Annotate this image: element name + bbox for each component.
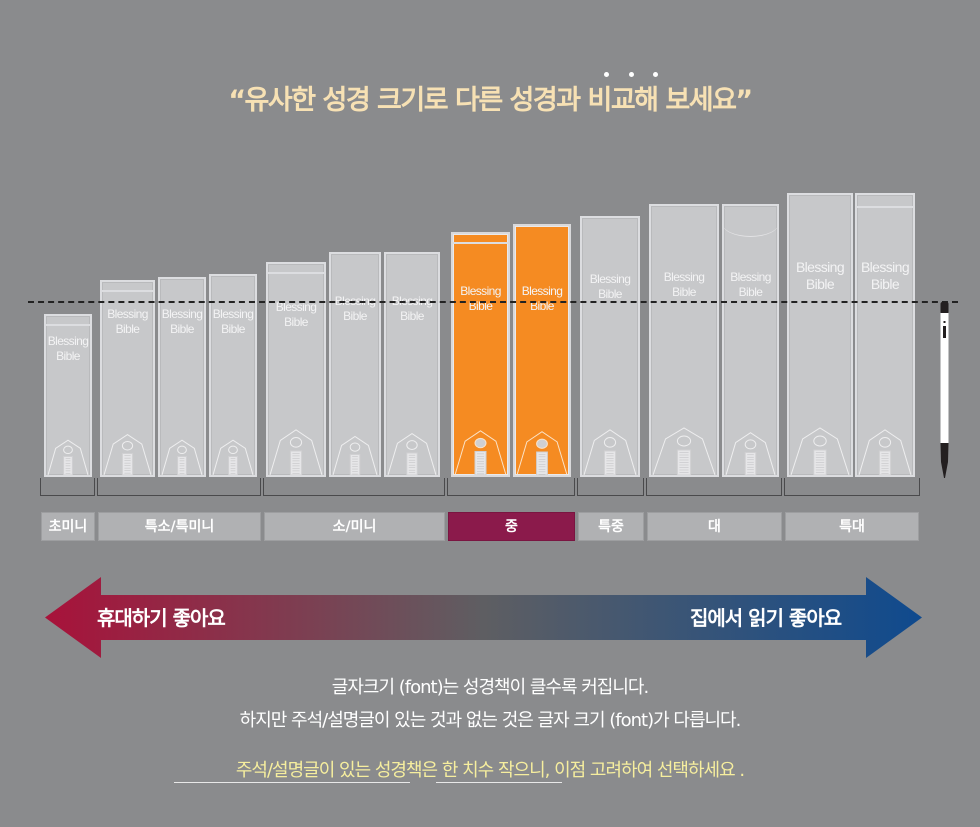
book-emblem-icon bbox=[790, 427, 850, 475]
group-bracket-dae bbox=[646, 478, 782, 496]
book-label: Blessing Bible bbox=[460, 284, 501, 313]
group-bracket-so bbox=[263, 478, 445, 496]
book-label: Blessing Bible bbox=[521, 284, 563, 313]
book-12: Blessing Bible bbox=[787, 193, 853, 477]
book-0: Blessing Bible bbox=[44, 314, 92, 477]
book-band bbox=[857, 195, 913, 208]
group-bracket-chomini bbox=[40, 478, 95, 496]
book-emblem-icon bbox=[212, 439, 254, 475]
description-line-2: 하지만 주석/설명글이 있는 것과 없는 것은 글자 크기 (font)가 다릅… bbox=[239, 710, 742, 731]
book-8-highlighted: Blessing Bible bbox=[513, 224, 571, 477]
book-5: Blessing Bible bbox=[329, 252, 381, 477]
book-2: Blessing Bible bbox=[158, 277, 206, 477]
book-label: Blessing Bible bbox=[275, 300, 317, 329]
book-label: Blessing Bible bbox=[663, 270, 705, 299]
note-text: 주석/설명글이 있는 성경책은 한 치수 작으니, 이점 고려하여 선택하세요 … bbox=[235, 760, 745, 781]
note-underline-1 bbox=[174, 782, 410, 783]
category-jung-selected[interactable]: 중 bbox=[448, 512, 575, 541]
book-band bbox=[46, 316, 90, 326]
book-label: Blessing Bible bbox=[391, 294, 433, 323]
reference-height-line bbox=[28, 301, 958, 303]
note-underline-2 bbox=[436, 782, 562, 783]
book-1: Blessing Bible bbox=[100, 280, 155, 477]
category-teukso-teukmini[interactable]: 특소/특미니 bbox=[98, 512, 261, 541]
book-emblem-icon bbox=[583, 429, 637, 475]
book-10: Blessing Bible bbox=[649, 204, 719, 477]
group-bracket-teukjung bbox=[577, 478, 644, 496]
book-band bbox=[268, 264, 324, 274]
book-label: Blessing Bible bbox=[212, 307, 254, 336]
book-4: Blessing Bible bbox=[266, 262, 326, 477]
book-label: Blessing Bible bbox=[589, 272, 631, 301]
book-label: Blessing Bible bbox=[860, 259, 910, 292]
book-emblem-icon bbox=[454, 430, 507, 475]
book-9: Blessing Bible bbox=[580, 216, 640, 477]
emphasis-dots bbox=[0, 72, 980, 82]
group-bracket-teukdae bbox=[784, 478, 920, 496]
book-curve bbox=[722, 206, 779, 237]
pen-icon bbox=[940, 302, 949, 478]
book-label: Blessing Bible bbox=[730, 270, 771, 299]
book-emblem-icon bbox=[332, 435, 378, 475]
category-dae[interactable]: 대 bbox=[647, 512, 782, 541]
book-band bbox=[102, 282, 153, 292]
group-bracket-teukso bbox=[97, 478, 261, 496]
book-label: Blessing Bible bbox=[161, 307, 203, 336]
home-reading-label: 집에서 읽기 좋아요 bbox=[690, 606, 842, 630]
book-emblem-icon bbox=[387, 433, 437, 475]
book-emblem-icon bbox=[269, 429, 323, 475]
book-label: Blessing Bible bbox=[334, 294, 376, 323]
category-teukdae[interactable]: 특대 bbox=[785, 512, 919, 541]
portability-scale-arrow bbox=[45, 577, 922, 658]
group-bracket-jung bbox=[447, 478, 575, 496]
book-label: Blessing Bible bbox=[47, 334, 89, 363]
book-label: Blessing Bible bbox=[107, 307, 148, 336]
category-chomini[interactable]: 초미니 bbox=[41, 512, 95, 541]
category-teukjung[interactable]: 특중 bbox=[578, 512, 644, 541]
book-emblem-icon bbox=[47, 439, 89, 475]
book-7-highlighted: Blessing Bible bbox=[451, 232, 510, 477]
emphasis-dot bbox=[629, 72, 634, 77]
book-emblem-icon bbox=[516, 431, 568, 475]
book-label: Blessing Bible bbox=[795, 259, 845, 292]
category-so-mini[interactable]: 소/미니 bbox=[264, 512, 445, 541]
book-emblem-icon bbox=[725, 432, 776, 475]
book-13: Blessing Bible bbox=[855, 193, 915, 477]
page-title: “유사한 성경 크기로 다른 성경과 비교해 보세요” bbox=[228, 85, 753, 116]
book-band bbox=[453, 234, 508, 244]
book-emblem-icon bbox=[652, 427, 716, 475]
book-emblem-icon bbox=[858, 429, 912, 475]
book-11: Blessing Bible bbox=[722, 204, 779, 477]
book-6: Blessing Bible bbox=[384, 252, 440, 477]
emphasis-dot bbox=[604, 72, 609, 77]
book-3: Blessing Bible bbox=[209, 274, 257, 477]
emphasis-dot bbox=[653, 72, 658, 77]
book-emblem-icon bbox=[161, 439, 203, 475]
portable-label: 휴대하기 좋아요 bbox=[97, 606, 226, 630]
book-emblem-icon bbox=[103, 433, 152, 475]
description-line-1: 글자크기 (font)는 성경책이 클수록 커집니다. bbox=[331, 677, 649, 698]
